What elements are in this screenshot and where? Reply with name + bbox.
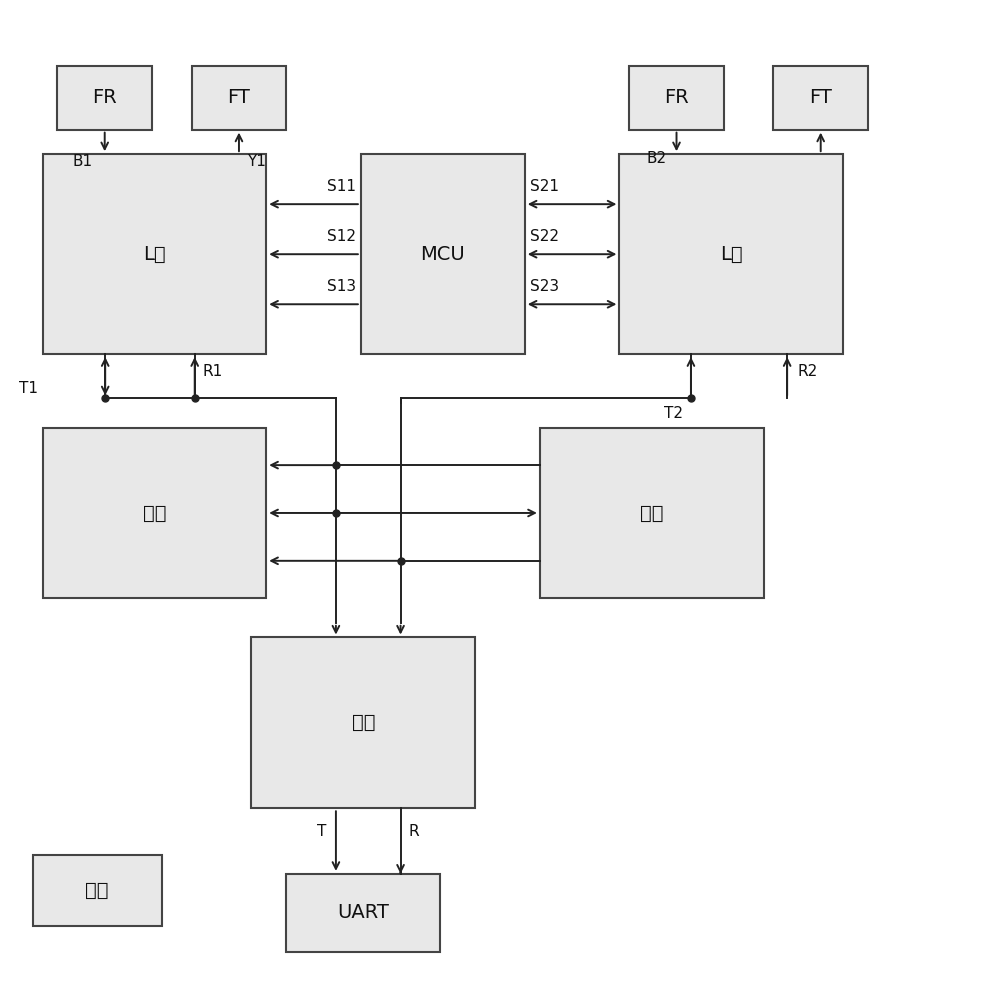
Text: L门: L门	[143, 245, 166, 264]
Text: 与门: 与门	[640, 504, 663, 522]
Bar	[251, 637, 475, 808]
Bar	[361, 154, 525, 355]
Text: T1: T1	[19, 381, 38, 396]
Text: R: R	[409, 824, 419, 840]
Text: FT: FT	[228, 88, 250, 107]
Text: S13: S13	[327, 280, 356, 295]
Bar	[629, 66, 724, 130]
Text: S23: S23	[530, 280, 559, 295]
Bar	[773, 66, 868, 130]
Text: MCU: MCU	[420, 245, 465, 264]
Bar	[192, 66, 286, 130]
Text: S22: S22	[530, 230, 559, 245]
Text: 电源: 电源	[86, 881, 109, 900]
Text: 与门: 与门	[352, 713, 375, 733]
Bar	[540, 427, 764, 598]
Text: FR: FR	[92, 88, 117, 107]
Text: B2: B2	[646, 151, 667, 166]
Bar	[33, 855, 162, 925]
Text: T2: T2	[664, 406, 683, 421]
Bar	[619, 154, 843, 355]
Text: R2: R2	[797, 364, 817, 379]
Bar	[43, 427, 266, 598]
Text: Y1: Y1	[247, 154, 266, 169]
Text: R1: R1	[203, 364, 223, 379]
Text: UART: UART	[337, 903, 389, 922]
Text: S21: S21	[530, 180, 559, 194]
Bar	[43, 154, 266, 355]
Text: FT: FT	[809, 88, 832, 107]
Text: S11: S11	[327, 180, 356, 194]
Bar	[286, 874, 440, 952]
Text: 与门: 与门	[143, 504, 166, 522]
Text: T: T	[317, 824, 326, 840]
Text: L门: L门	[720, 245, 743, 264]
Bar	[57, 66, 152, 130]
Text: FR: FR	[664, 88, 689, 107]
Text: S12: S12	[327, 230, 356, 245]
Text: B1: B1	[73, 154, 93, 169]
